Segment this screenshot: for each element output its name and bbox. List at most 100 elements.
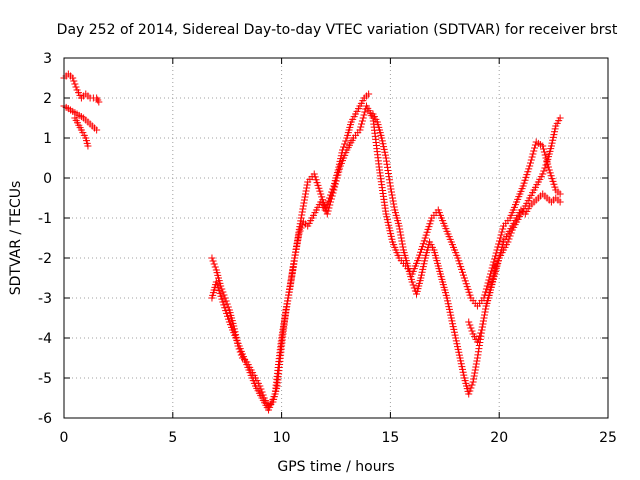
data-point (335, 168, 343, 176)
data-point (492, 263, 500, 271)
data-point (459, 268, 467, 276)
x-axis-label: GPS time / hours (277, 459, 394, 475)
data-point (380, 145, 388, 153)
x-tick-label: 20 (490, 430, 508, 446)
data-point (315, 184, 323, 192)
data-point (548, 175, 556, 183)
data-point (447, 311, 455, 319)
data-point (519, 182, 527, 190)
data-point (462, 280, 470, 288)
data-point (466, 387, 474, 395)
data-point (387, 185, 395, 193)
data-point (426, 220, 434, 228)
data-point (448, 317, 456, 325)
data-point (330, 186, 338, 194)
data-point (418, 268, 426, 276)
data-point (328, 192, 336, 200)
data-point (455, 257, 463, 265)
data-point (398, 240, 406, 248)
data-point (425, 223, 433, 231)
data-point (223, 309, 231, 317)
y-tick-label: 2 (43, 91, 52, 107)
data-point (539, 142, 547, 150)
data-point (208, 254, 216, 262)
data-point (222, 297, 230, 305)
data-point (224, 312, 232, 320)
data-point (456, 354, 464, 362)
data-point (324, 207, 332, 215)
data-point (379, 140, 387, 148)
y-tick-label: -2 (38, 251, 52, 267)
data-point (445, 303, 453, 311)
data-point (300, 196, 308, 204)
data-point (416, 251, 424, 259)
data-point (297, 214, 305, 222)
data-point (551, 128, 559, 136)
data-point (486, 286, 494, 294)
data-point (395, 222, 403, 230)
data-point (540, 145, 548, 153)
data-point (498, 228, 506, 236)
data-point (417, 248, 425, 256)
data-point (527, 156, 535, 164)
data-point (549, 133, 557, 141)
data-point (423, 228, 431, 236)
data-point (540, 148, 548, 156)
data-point (217, 292, 225, 300)
data-point (302, 190, 310, 198)
data-point (495, 240, 503, 248)
data-point (380, 143, 388, 151)
data-point (221, 304, 229, 312)
data-point (449, 323, 457, 331)
data-point (325, 204, 333, 212)
data-point (465, 288, 473, 296)
data-point (472, 360, 480, 368)
data-point (340, 143, 348, 151)
data-point (550, 131, 558, 139)
data-point (418, 243, 426, 251)
data-point (475, 335, 483, 343)
data-point (360, 111, 368, 119)
data-point (450, 328, 458, 336)
data-point (390, 200, 398, 208)
data-point (399, 243, 407, 251)
data-point (457, 360, 465, 368)
data-point (447, 314, 455, 322)
data-point (303, 184, 311, 192)
data-point (424, 225, 432, 233)
data-point (530, 147, 538, 155)
data-point (421, 257, 429, 265)
tick-labels: 0 5 10 15 20 25 -6 -5 -4 -3 -2 -1 0 1 2 3 (38, 51, 617, 446)
data-point (71, 80, 79, 88)
data-point (327, 195, 335, 203)
data-point (547, 172, 555, 180)
data-point (218, 295, 226, 303)
data-point (386, 182, 394, 190)
data-point (222, 307, 230, 315)
data-point (547, 142, 555, 150)
series-group (71, 114, 92, 150)
data-point (388, 191, 396, 199)
data-point (471, 366, 479, 374)
data-point (331, 180, 339, 188)
y-axis-label: SDTVAR / TECUs (8, 181, 24, 296)
data-point (427, 217, 435, 225)
data-point (457, 263, 465, 271)
data-point (357, 123, 365, 131)
data-point (311, 173, 319, 181)
data-point (550, 180, 558, 188)
data-point (415, 254, 423, 262)
data-point (488, 277, 496, 285)
data-point (419, 240, 427, 248)
data-point (214, 284, 222, 292)
data-point (522, 173, 530, 181)
data-point (212, 278, 220, 286)
data-point (365, 90, 373, 98)
data-point (470, 375, 478, 383)
series-group (208, 102, 564, 414)
data-point (460, 274, 468, 282)
data-point (467, 324, 475, 332)
data-point (409, 281, 417, 289)
plot-frame (63, 57, 609, 419)
data-point (452, 334, 460, 342)
